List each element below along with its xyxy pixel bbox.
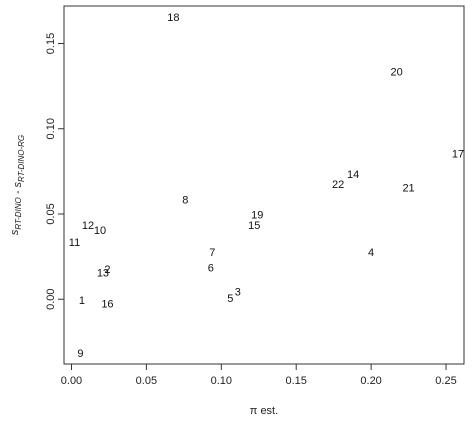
point-label-18: 18 [167, 12, 179, 24]
point-label-14: 14 [347, 169, 359, 181]
point-label-19: 19 [251, 210, 263, 222]
point-label-13: 13 [97, 268, 109, 280]
point-label-10: 10 [94, 225, 106, 237]
y-axis: 0.00 0.05 0.10 0.15 [45, 33, 64, 310]
y-title-part: s [12, 181, 24, 187]
x-tick-label: 0.05 [136, 375, 157, 387]
y-axis-title: sRT-DINO - sRT-DINO-RG [9, 135, 26, 235]
x-tick-label: 0.25 [435, 375, 456, 387]
x-tick-label: 0.20 [360, 375, 381, 387]
point-label-15: 15 [248, 220, 260, 232]
point-label-9: 9 [77, 348, 83, 360]
x-tick-label: 0.10 [211, 375, 232, 387]
y-tick-label: 0.15 [45, 33, 57, 54]
point-label-7: 7 [209, 247, 215, 259]
y-tick-label: 0.00 [45, 289, 57, 310]
x-tick-label: 0.15 [285, 375, 306, 387]
x-axis-title: π est. [250, 405, 278, 417]
point-label-6: 6 [208, 263, 214, 275]
plot-frame [63, 5, 465, 365]
point-label-12: 12 [82, 220, 94, 232]
x-axis: 0.00 0.05 0.10 0.15 0.20 0.25 [61, 364, 457, 387]
point-label-21: 21 [402, 182, 414, 194]
y-title-subscript: RT-DINO-RG [17, 135, 26, 182]
point-label-11: 11 [69, 237, 80, 249]
y-title-subscript: RT-DINO [14, 197, 23, 229]
point-label-5: 5 [227, 293, 233, 305]
x-tick-label: 0.00 [61, 375, 82, 387]
point-label-4: 4 [368, 247, 374, 259]
point-label-16: 16 [101, 298, 113, 310]
y-tick-label: 0.10 [45, 118, 57, 139]
y-title-part: - [12, 187, 24, 197]
point-label-8: 8 [182, 194, 188, 206]
point-label-22: 22 [332, 179, 344, 191]
point-label-20: 20 [390, 66, 402, 78]
y-title-part: s [9, 229, 21, 235]
point-label-3: 3 [235, 286, 241, 298]
point-label-1: 1 [79, 295, 85, 307]
point-label-17: 17 [452, 148, 464, 160]
y-tick-label: 0.05 [45, 203, 57, 224]
point-label-2: 2 [104, 264, 110, 276]
